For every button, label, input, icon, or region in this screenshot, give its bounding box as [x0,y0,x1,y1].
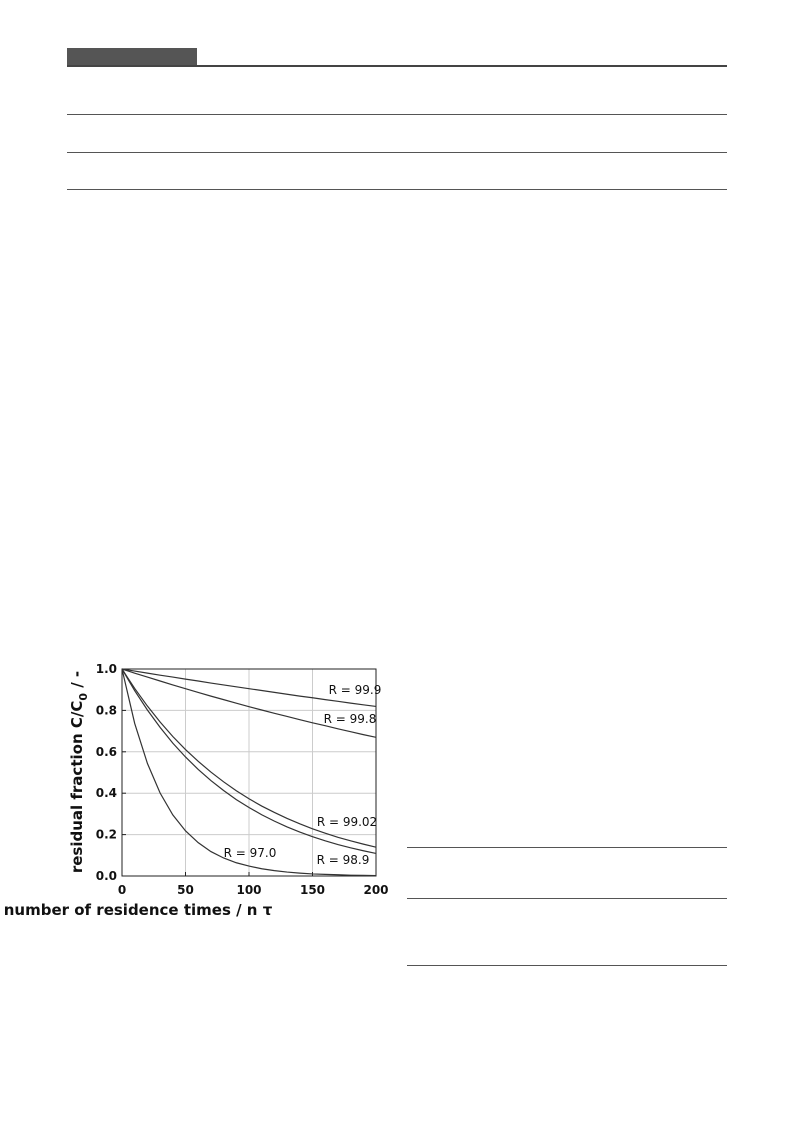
y-axis-label-tail: / - [68,671,86,693]
header-bar [67,48,197,65]
series-label: R = 99.9 [329,683,382,697]
y-tick-label: 0.6 [96,745,117,759]
rule [407,898,727,899]
data-line [121,668,377,738]
x-tick-label: 100 [236,883,261,897]
x-tick-label: 0 [118,883,126,897]
y-tick-label: 1.0 [96,662,117,676]
series-label: R = 98.9 [317,853,370,867]
y-tick-label: 0.0 [96,869,117,883]
data-line [121,668,377,877]
series-label: R = 97.0 [224,846,277,860]
x-axis-label: number of residence times / n τ [4,901,273,919]
rule [67,189,727,190]
data-line [121,668,377,855]
rule [407,965,727,966]
series-label: R = 99.02 [317,815,377,829]
rule [67,114,727,115]
y-axis-label-sub: 0 [77,693,90,701]
y-tick-label: 0.4 [96,786,117,800]
y-axis-label: residual fraction C/C0 / - [68,671,90,873]
x-tick-label: 50 [177,883,194,897]
data-line [121,668,377,848]
y-tick-label: 0.8 [96,703,117,717]
y-axis-label-main: residual fraction C/C [68,701,86,874]
chart: number of residence times / n τ residual… [4,662,389,919]
rule [407,847,727,848]
rule [67,152,727,153]
series-label: R = 99.8 [324,712,377,726]
x-tick-label: 200 [363,883,388,897]
x-tick-label: 150 [300,883,325,897]
header-rule [67,65,727,67]
y-tick-label: 0.2 [96,828,117,842]
data-line [121,668,377,708]
plot-frame [121,668,377,877]
